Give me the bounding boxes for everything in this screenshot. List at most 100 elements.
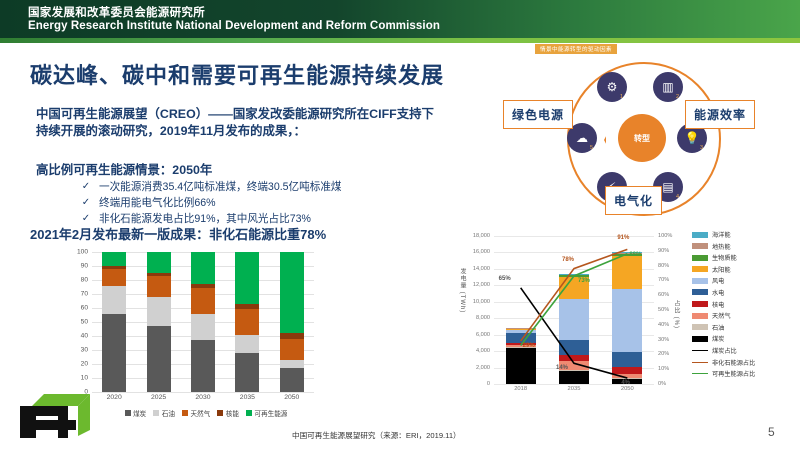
bar-segment-石油 xyxy=(102,285,127,314)
legend-item: 地热能 xyxy=(692,242,800,251)
left-chart-x-axis: 2020 2025 2030 2035 2050 xyxy=(92,394,314,401)
legend-label: 核电 xyxy=(712,301,725,309)
legend-swatch xyxy=(692,254,708,261)
bar-segment-太阳能 xyxy=(558,276,589,299)
bullet-list: ✓ 一次能源消费35.4亿吨标准煤，终端30.5亿吨标准煤 ✓ 终端用能电气化比… xyxy=(80,180,450,228)
bar-segment-核电 xyxy=(505,342,536,346)
bar-segment-地热能 xyxy=(558,274,589,276)
legend-swatch xyxy=(692,266,708,273)
axis-tick-label: 2030 xyxy=(195,394,211,401)
bar-segment-核能 xyxy=(190,284,215,289)
axis-tick-label: 60 xyxy=(80,304,88,312)
legend-swatch xyxy=(181,410,188,416)
legend-item: 核电 xyxy=(692,300,800,309)
wind-turbine-icon: ⚙ 1 xyxy=(597,72,627,102)
bar-segment-天然气 xyxy=(279,338,304,360)
legend-item: 太阳能 xyxy=(692,265,800,274)
bar-segment-石油 xyxy=(190,313,215,341)
legend-label: 可再生能源 xyxy=(254,411,288,418)
legend-item: 煤炭占比 xyxy=(692,346,800,355)
legend-item: 非化石能源占比 xyxy=(692,358,800,367)
bar-segment-可再生能源 xyxy=(146,252,171,273)
axis-tick-label: 70% xyxy=(658,277,670,284)
legend-label: 石油 xyxy=(161,411,175,418)
bar-segment-石油 xyxy=(146,296,171,327)
legend-item: 生物质能 xyxy=(692,253,800,262)
org-name-en: Energy Research Institute National Devel… xyxy=(28,20,440,32)
page-number: 5 xyxy=(768,425,775,439)
diagram-center-label: 转型 xyxy=(618,114,666,162)
node-number: 5 xyxy=(589,145,593,151)
data-label: 88% xyxy=(629,251,642,258)
bar-segment-天然气 xyxy=(146,275,171,297)
axis-tick-label: 2025 xyxy=(151,394,167,401)
legend-item: 核能 xyxy=(217,408,239,418)
diagram-banner: 情景中能源转型的驱动因素 xyxy=(535,44,617,54)
axis-tick-label: 30 xyxy=(80,346,88,354)
right-chart-x-axis: 2018 2035 2050 xyxy=(494,386,654,392)
legend-swatch xyxy=(217,410,224,416)
legend-swatch xyxy=(692,231,708,238)
axis-tick-label: 40% xyxy=(658,321,670,328)
bar-2050 xyxy=(612,236,643,384)
node-glyph: ⚙ xyxy=(606,80,618,94)
bar-segment-可再生能源 xyxy=(102,252,127,266)
legend-swatch xyxy=(692,335,708,342)
left-chart-bars xyxy=(92,252,314,392)
axis-tick-label: 10% xyxy=(658,366,670,373)
trend-line-非化石能源占比 xyxy=(520,248,628,342)
axis-tick-label: 80% xyxy=(658,262,670,269)
org-name-cn: 国家发展和改革委员会能源研究所 xyxy=(28,7,205,19)
axis-tick-label: 100% xyxy=(658,233,673,239)
axis-tick-label: 4,000 xyxy=(476,348,490,355)
bar-segment-煤炭 xyxy=(102,313,127,392)
source-note: 中国可再生能源展望研究（来源：ERI，2019.11） xyxy=(292,431,461,440)
bar-segment-核能 xyxy=(279,333,304,339)
axis-tick-label: 70 xyxy=(80,290,88,298)
legend-label: 煤炭 xyxy=(712,336,725,344)
legend-swatch xyxy=(245,410,252,416)
node-glyph: ☁ xyxy=(576,131,588,145)
list-item: ✓ 终端用能电气化比例66% xyxy=(80,196,450,210)
bar-segment-风电 xyxy=(558,298,589,341)
legend-label: 水电 xyxy=(712,289,725,297)
legend-item: 煤炭 xyxy=(124,408,146,418)
bar-segment-煤炭 xyxy=(505,347,536,384)
legend-swatch xyxy=(692,324,708,331)
node-number: 2 xyxy=(675,94,679,100)
bar-2025 xyxy=(146,252,171,392)
axis-tick-label: 50 xyxy=(80,318,88,326)
bar-2050 xyxy=(279,252,304,392)
data-label: 14% xyxy=(556,365,569,372)
legend-swatch xyxy=(692,243,708,250)
legend-label: 可再生能源占比 xyxy=(712,371,756,379)
legend-swatch xyxy=(124,410,131,416)
legend-label: 生物质能 xyxy=(712,255,737,263)
legend-item: 海洋能 xyxy=(692,230,800,239)
check-icon: ✓ xyxy=(81,181,91,192)
diagram-label-electrification: 电气化 xyxy=(605,186,663,215)
data-label: 4% xyxy=(621,380,630,387)
legend-label: 煤炭占比 xyxy=(712,347,737,355)
axis-tick-label: 40 xyxy=(80,332,88,340)
axis-tick-label: 0 xyxy=(84,388,88,396)
legend-label: 非化石能源占比 xyxy=(712,359,756,367)
axis-tick-label: 100 xyxy=(76,248,88,256)
bar-segment-石油 xyxy=(235,334,260,353)
bar-segment-煤炭 xyxy=(190,340,215,392)
right-chart-plot: 65% 14% 4% 29% 78% 91% 73% 88% xyxy=(494,235,654,387)
bar-segment-地热能 xyxy=(612,252,643,254)
left-chart-legend: 煤炭 石油 天然气 核能 可再生能源 xyxy=(92,408,320,418)
bar-segment-核电 xyxy=(612,367,643,374)
axis-tick-label: 80 xyxy=(80,276,88,284)
gridline xyxy=(494,384,654,385)
legend-label: 海洋能 xyxy=(712,232,731,239)
legend-swatch xyxy=(692,312,708,319)
page-title: 碳达峰、碳中和需要可再生能源持续发展 xyxy=(30,63,445,88)
bar-segment-可再生能源 xyxy=(190,252,215,285)
bar-segment-天然气 xyxy=(102,268,127,286)
bar-segment-太阳能 xyxy=(612,256,643,290)
legend-item: 煤炭 xyxy=(692,334,800,343)
bar-segment-生物质能 xyxy=(505,327,536,329)
data-label: 73% xyxy=(578,277,591,284)
